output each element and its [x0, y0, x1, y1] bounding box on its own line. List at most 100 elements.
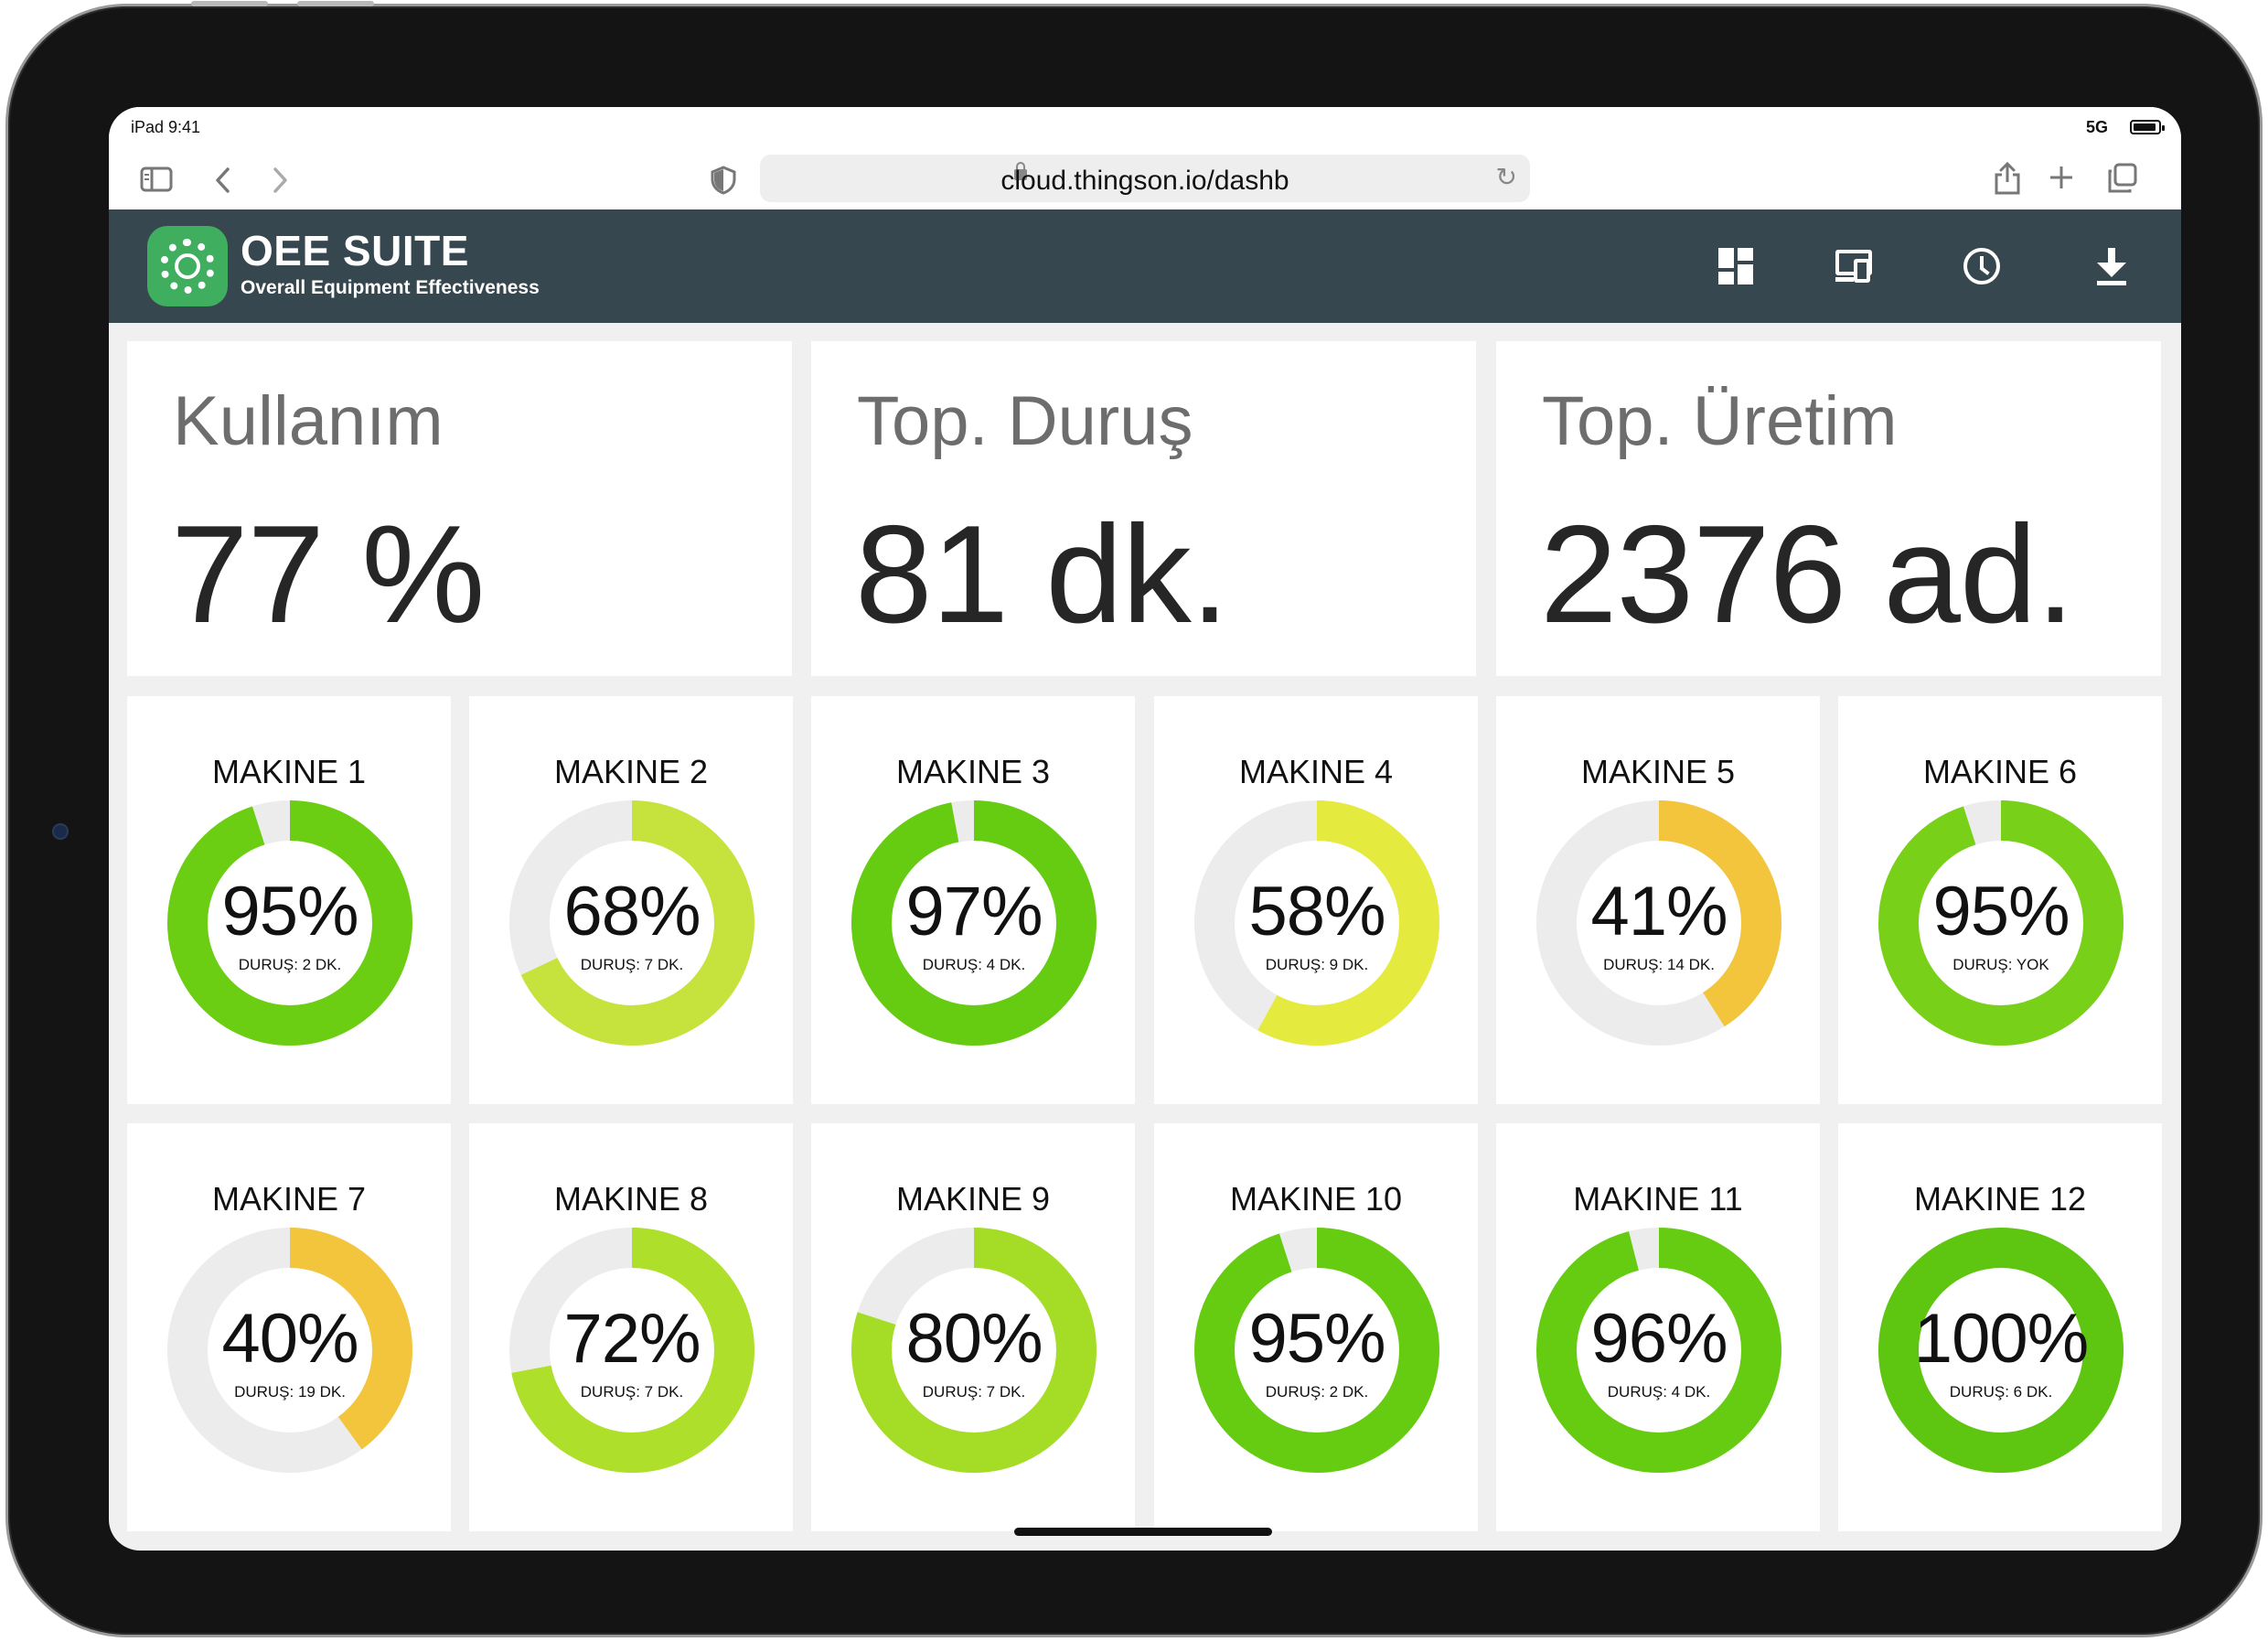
kpi-card-usage: Kullanım 77 % [127, 341, 792, 676]
sidebar-icon[interactable] [140, 166, 173, 193]
gauge-fill [851, 800, 1097, 1046]
machine-card[interactable]: MAKINE 3 97% DURUŞ: 4 DK. [811, 696, 1135, 1104]
oee-percentage: 95% [1932, 873, 2070, 950]
oee-percentage: 95% [221, 873, 358, 950]
app-header: OEE SUITE Overall Equipment Effectivenes… [109, 209, 2181, 323]
history-clock-icon[interactable] [1960, 244, 2004, 288]
downtime-label: DURUŞ: 4 DK. [1607, 1383, 1711, 1401]
oee-donut-gauge: 41% DURUŞ: 14 DK. [1535, 799, 1783, 1047]
home-indicator [1014, 1528, 1272, 1536]
gauge-fill [167, 800, 412, 1046]
machine-card[interactable]: MAKINE 2 68% DURUŞ: 7 DK. [469, 696, 793, 1104]
kpi-label: Top. Üretim [1542, 382, 1898, 460]
app-subtitle: Overall Equipment Effectiveness [241, 277, 540, 298]
downtime-label: DURUŞ: 19 DK. [234, 1383, 346, 1401]
oee-donut-gauge: 95% DURUŞ: 2 DK. [166, 799, 414, 1047]
forward-icon[interactable] [270, 166, 290, 195]
oee-donut-gauge: 72% DURUŞ: 7 DK. [508, 1226, 756, 1475]
oee-percentage: 58% [1248, 873, 1385, 950]
tabs-icon[interactable] [2106, 162, 2139, 195]
oee-percentage: 41% [1590, 873, 1728, 950]
oee-percentage: 96% [1590, 1300, 1728, 1378]
oee-donut-gauge: 95% DURUŞ: YOK [1877, 799, 2125, 1047]
screen: iPad 9:41 5G cloud.thing [109, 107, 2181, 1551]
devices-icon[interactable] [1834, 244, 1878, 288]
gauge-fill [1536, 800, 1781, 1046]
machine-card[interactable]: MAKINE 11 96% DURUŞ: 4 DK. [1496, 1123, 1820, 1531]
downtime-label: DURUŞ: 7 DK. [922, 1383, 1026, 1401]
oee-percentage: 80% [905, 1300, 1043, 1378]
downtime-label: DURUŞ: 14 DK. [1603, 956, 1715, 973]
machine-card[interactable]: MAKINE 7 40% DURUŞ: 19 DK. [127, 1123, 451, 1531]
machine-card[interactable]: MAKINE 8 72% DURUŞ: 7 DK. [469, 1123, 793, 1531]
gear-logo-icon [147, 226, 228, 306]
kpi-value: 81 dk. [855, 497, 1229, 652]
url-text: cloud.thingson.io/dashb [1000, 166, 1289, 196]
shield-icon[interactable] [711, 166, 736, 195]
machine-card[interactable]: MAKINE 5 41% DURUŞ: 14 DK. [1496, 696, 1820, 1104]
kpi-card-downtime: Top. Duruş 81 dk. [811, 341, 1476, 676]
downtime-label: DURUŞ: YOK [1952, 956, 2049, 973]
machine-name: MAKINE 10 [1229, 1180, 1403, 1218]
kpi-value: 2376 ad. [1540, 497, 2075, 652]
reload-icon[interactable]: ↻ [1495, 163, 1517, 191]
oee-percentage: 100% [1913, 1300, 2089, 1378]
machine-card[interactable]: MAKINE 1 95% DURUŞ: 2 DK. [127, 696, 451, 1104]
volume-button [191, 1, 268, 6]
browser-toolbar: cloud.thingson.io/dashb ↻ [109, 153, 2181, 210]
machine-card[interactable]: MAKINE 4 58% DURUŞ: 9 DK. [1154, 696, 1478, 1104]
machine-name: MAKINE 6 [1922, 753, 2078, 790]
machine-name: MAKINE 12 [1913, 1180, 2087, 1218]
downtime-label: DURUŞ: 2 DK. [238, 956, 342, 973]
volume-button [297, 1, 374, 6]
machine-name: MAKINE 11 [1573, 1180, 1743, 1218]
machine-card[interactable]: MAKINE 10 95% DURUŞ: 2 DK. [1154, 1123, 1478, 1531]
kpi-label: Top. Duruş [857, 382, 1193, 460]
oee-donut-gauge: 97% DURUŞ: 4 DK. [850, 799, 1098, 1047]
gauge-fill [851, 1228, 1097, 1473]
download-icon[interactable] [2090, 244, 2134, 288]
front-camera [52, 823, 69, 840]
machine-card[interactable]: MAKINE 6 95% DURUŞ: YOK [1838, 696, 2162, 1104]
ipad-frame: iPad 9:41 5G cloud.thing [5, 1, 2263, 1637]
machine-name: MAKINE 5 [1580, 753, 1736, 790]
status-bar: iPad 9:41 5G [109, 107, 2181, 153]
address-bar[interactable]: cloud.thingson.io/dashb ↻ [760, 155, 1530, 202]
gauge-fill [509, 800, 754, 1046]
gauge-fill [1194, 800, 1439, 1046]
machine-card[interactable]: MAKINE 9 80% DURUŞ: 7 DK. [811, 1123, 1135, 1531]
oee-donut-gauge: 96% DURUŞ: 4 DK. [1535, 1226, 1783, 1475]
machine-name: MAKINE 2 [553, 753, 709, 790]
downtime-label: DURUŞ: 7 DK. [580, 1383, 684, 1401]
new-tab-icon[interactable] [2048, 164, 2075, 191]
downtime-label: DURUŞ: 9 DK. [1265, 956, 1369, 973]
machine-card[interactable]: MAKINE 12 100% DURUŞ: 6 DK. [1838, 1123, 2162, 1531]
kpi-value: 77 % [171, 497, 485, 652]
machine-name: MAKINE 9 [895, 1180, 1051, 1218]
oee-percentage: 68% [563, 873, 701, 950]
gauge-fill [1536, 1228, 1781, 1473]
cellular-signal: 5G [2085, 118, 2108, 136]
kpi-label: Kullanım [173, 382, 444, 460]
downtime-label: DURUŞ: 6 DK. [1949, 1383, 2053, 1401]
downtime-label: DURUŞ: 4 DK. [922, 956, 1026, 973]
status-time: iPad 9:41 [131, 118, 201, 136]
gauge-fill [509, 1228, 754, 1473]
oee-percentage: 95% [1248, 1300, 1385, 1378]
machine-name: MAKINE 3 [895, 753, 1051, 790]
gauge-fill [1194, 1228, 1439, 1473]
oee-percentage: 40% [221, 1300, 358, 1378]
gauge-fill [1878, 800, 2124, 1046]
oee-donut-gauge: 68% DURUŞ: 7 DK. [508, 799, 756, 1047]
machine-name: MAKINE 7 [211, 1180, 367, 1218]
machine-name: MAKINE 1 [211, 753, 367, 790]
app-title: OEE SUITE [241, 227, 469, 274]
oee-percentage: 72% [563, 1300, 701, 1378]
dashboard-icon[interactable] [1715, 244, 1759, 288]
oee-donut-gauge: 40% DURUŞ: 19 DK. [166, 1226, 414, 1475]
share-icon[interactable] [1993, 160, 2022, 197]
machine-name: MAKINE 8 [553, 1180, 709, 1218]
lock-icon [1014, 162, 1027, 180]
back-icon[interactable] [213, 166, 233, 195]
oee-donut-gauge: 58% DURUŞ: 9 DK. [1193, 799, 1441, 1047]
